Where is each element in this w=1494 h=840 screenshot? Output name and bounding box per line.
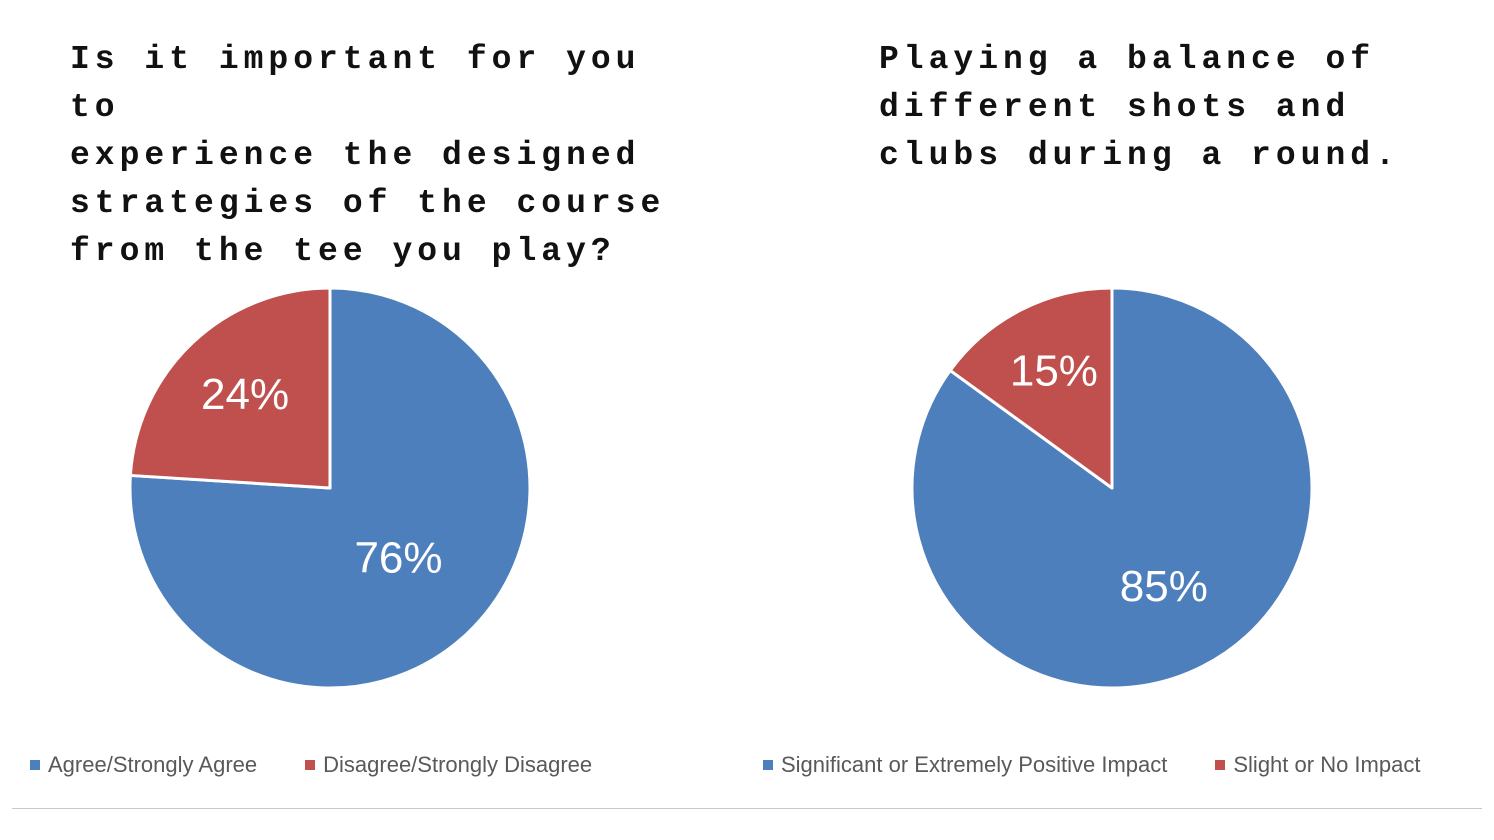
bottom-divider <box>12 808 1482 809</box>
legend-item-disagree: Disagree/Strongly Disagree <box>305 752 592 778</box>
chart-panel-left: Is it important for you to experience th… <box>30 36 710 778</box>
legend-label-agree: Agree/Strongly Agree <box>48 752 258 777</box>
chart-title-left-line-1: Is it important for you to <box>70 41 641 126</box>
pie-label-slight-impact: 15% <box>1010 347 1098 396</box>
chart-title-left-line-2: experience the designed <box>70 137 641 174</box>
legend-label-significant-impact: Significant or Extremely Positive Impact <box>781 752 1168 777</box>
chart-panel-right: Playing a balance of different shots and… <box>747 0 1494 840</box>
pie-label-disagree: 24% <box>201 370 289 419</box>
pie-chart-left: 76% 24% <box>128 286 532 690</box>
pie-slice-disagree <box>128 286 332 490</box>
pie-label-significant-impact: 85% <box>1120 562 1208 611</box>
pie-label-agree: 76% <box>354 534 442 583</box>
chart-title-right: Playing a balance of different shots and… <box>879 36 1479 180</box>
legend-swatch-slight-impact <box>1215 760 1226 770</box>
chart-title-left-line-3: strategies of the course <box>70 185 666 222</box>
pie-slice-agree <box>128 286 532 690</box>
chart-title-left: Is it important for you to experience th… <box>70 36 710 276</box>
chart-title-right-line-1: Playing a balance of <box>879 41 1376 78</box>
legend-label-disagree: Disagree/Strongly Disagree <box>323 752 593 777</box>
legend-swatch-agree <box>30 760 40 770</box>
legend-label-slight-impact: Slight or No Impact <box>1233 752 1421 777</box>
pie-slice-slight-impact <box>948 286 1114 490</box>
legend-item-significant-impact: Significant or Extremely Positive Impact <box>763 752 1167 778</box>
chart-title-right-line-2: different shots and <box>879 89 1351 126</box>
legend-item-agree: Agree/Strongly Agree <box>30 752 257 778</box>
chart-title-right-line-3: clubs during a round. <box>879 137 1400 174</box>
legend-swatch-significant-impact <box>763 760 773 770</box>
legend-item-slight-impact: Slight or No Impact <box>1215 752 1420 778</box>
legend-right: Significant or Extremely Positive Impact… <box>763 752 1420 778</box>
legend-swatch-disagree <box>305 760 316 770</box>
legend-left: Agree/Strongly Agree Disagree/Strongly D… <box>30 752 592 778</box>
chart-title-left-line-4: from the tee you play? <box>70 233 616 270</box>
pie-chart-right: 85% 15% <box>910 286 1314 690</box>
